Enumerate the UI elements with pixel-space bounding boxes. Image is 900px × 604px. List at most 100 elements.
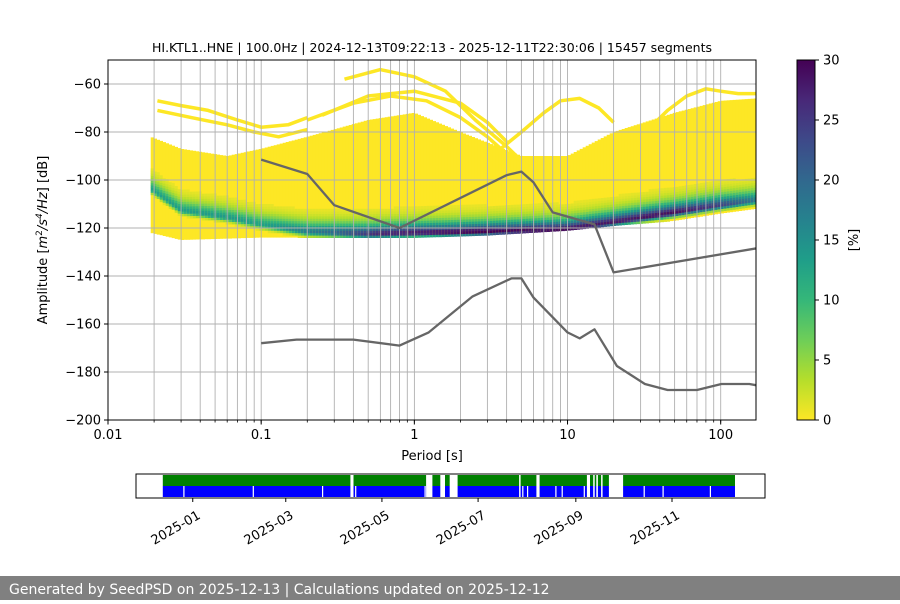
density-cell	[696, 207, 700, 211]
density-cell	[720, 206, 724, 209]
density-cell	[183, 191, 187, 195]
density-cell	[552, 224, 556, 227]
density-cell	[486, 225, 490, 229]
density-cell	[408, 206, 412, 210]
density-cell	[681, 110, 685, 220]
density-cell	[240, 202, 244, 205]
density-cell	[753, 182, 756, 186]
density-cell	[291, 218, 295, 222]
density-cell	[603, 212, 607, 215]
density-cell	[387, 225, 391, 229]
density-cell	[465, 223, 469, 227]
density-cell	[339, 225, 343, 229]
density-cell	[174, 210, 178, 213]
density-cell	[555, 214, 559, 217]
density-cell	[438, 222, 442, 226]
density-cell	[426, 205, 430, 209]
density-cell	[231, 197, 235, 201]
density-cell	[495, 229, 499, 233]
density-cell	[171, 194, 175, 198]
density-cell	[648, 198, 652, 202]
density-cell	[345, 125, 349, 238]
density-cell	[687, 189, 691, 193]
density-cell	[546, 217, 550, 220]
density-cell	[318, 216, 322, 219]
density-cell	[714, 187, 718, 191]
density-cell	[297, 216, 301, 219]
density-cell	[399, 211, 403, 214]
density-cell	[741, 186, 745, 190]
density-cell	[573, 152, 577, 230]
density-cell	[309, 208, 313, 212]
density-cell	[534, 225, 538, 228]
density-cell	[513, 219, 517, 222]
density-cell	[420, 206, 424, 209]
density-cell	[417, 211, 421, 214]
density-cell	[603, 209, 607, 213]
density-cell	[459, 216, 463, 220]
density-cell	[681, 200, 685, 204]
density-cell	[312, 220, 316, 224]
density-cell	[168, 189, 172, 193]
colorbar-tick-label: 30	[823, 54, 840, 69]
density-cell	[498, 232, 502, 235]
density-cell	[591, 213, 595, 217]
density-cell	[729, 100, 733, 213]
density-cell	[468, 207, 472, 210]
timeline-gap	[662, 486, 664, 497]
density-cell	[648, 210, 652, 214]
density-cell	[303, 137, 307, 238]
density-cell	[444, 217, 448, 221]
density-cell	[330, 208, 334, 212]
sparse-density-band	[321, 89, 508, 143]
density-cell	[354, 216, 358, 219]
density-cell	[513, 223, 517, 227]
density-cell	[594, 220, 598, 223]
density-cell	[342, 126, 346, 238]
density-cell	[219, 210, 223, 213]
density-cell	[498, 212, 502, 216]
density-cell	[201, 217, 205, 221]
x-tick-label: 1	[410, 428, 418, 443]
density-cell	[387, 218, 391, 222]
density-cell	[204, 200, 208, 204]
density-cell	[624, 195, 628, 199]
density-cell	[165, 203, 169, 206]
density-cell	[486, 232, 490, 236]
density-cell	[552, 156, 556, 232]
density-cell	[279, 211, 283, 214]
density-cell	[675, 215, 679, 219]
density-cell	[720, 199, 724, 202]
density-cell	[456, 217, 460, 220]
density-cell	[285, 216, 289, 219]
density-cell	[411, 113, 415, 238]
density-cell	[720, 187, 724, 190]
density-cell	[246, 223, 250, 227]
density-cell	[609, 199, 613, 203]
density-cell	[474, 233, 478, 236]
density-cell	[237, 219, 241, 222]
density-cell	[585, 226, 589, 229]
density-cell	[231, 207, 235, 210]
density-cell	[222, 219, 226, 223]
density-cell	[291, 216, 295, 219]
density-cell	[444, 207, 448, 211]
density-cell	[543, 212, 547, 216]
density-cell	[474, 138, 478, 236]
density-cell	[468, 221, 472, 225]
density-cell	[744, 200, 748, 204]
density-cell	[210, 215, 214, 218]
density-cell	[492, 227, 496, 231]
timeline-tick-label: 2025-01	[149, 508, 204, 548]
density-cell	[495, 213, 499, 216]
density-cell	[639, 199, 643, 203]
density-cell	[228, 202, 232, 206]
density-cell	[516, 219, 520, 222]
density-cell	[540, 205, 544, 209]
density-cell	[186, 201, 190, 205]
density-cell	[450, 212, 454, 216]
density-cell	[168, 191, 172, 195]
density-cell	[681, 207, 685, 211]
timeline-gap	[561, 486, 563, 497]
density-cell	[258, 225, 262, 229]
